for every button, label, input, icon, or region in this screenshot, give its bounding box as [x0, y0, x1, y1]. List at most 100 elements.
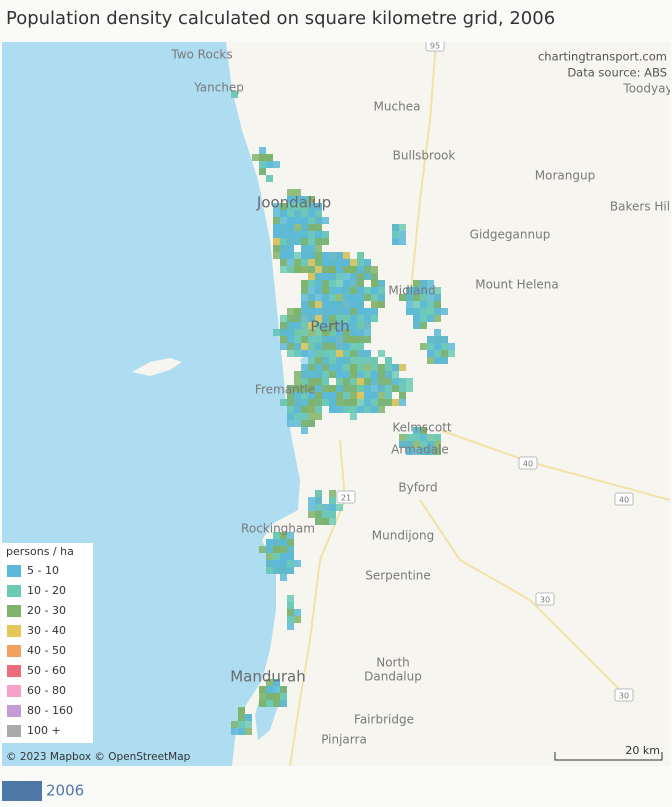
- cell: [273, 567, 280, 574]
- cell: [287, 308, 294, 315]
- cell: [427, 357, 434, 364]
- cell: [238, 728, 245, 735]
- cell: [329, 518, 336, 525]
- cell: [392, 399, 399, 406]
- cell: [336, 273, 343, 280]
- cell: [294, 266, 301, 273]
- map[interactable]: Two Rocks Yanchep Muchea Toodyay Bullsbrook M…: [2, 39, 672, 766]
- cell: [308, 413, 315, 420]
- cell: [420, 301, 427, 308]
- cell: [294, 336, 301, 343]
- cell: [301, 329, 308, 336]
- cell: [357, 308, 364, 315]
- cell: [371, 315, 378, 322]
- cell: [427, 434, 434, 441]
- cell: [441, 343, 448, 350]
- cell: [259, 168, 266, 175]
- cell: [329, 350, 336, 357]
- cell: [287, 350, 294, 357]
- cell: [308, 504, 315, 511]
- year-label[interactable]: 2006: [46, 782, 84, 800]
- cell: [371, 308, 378, 315]
- year-tab[interactable]: 2006: [2, 781, 84, 801]
- cell: [350, 392, 357, 399]
- cell: [301, 392, 308, 399]
- cell: [322, 280, 329, 287]
- cell: [427, 287, 434, 294]
- cell: [364, 322, 371, 329]
- cell: [357, 322, 364, 329]
- cell: [441, 336, 448, 343]
- cell: [357, 266, 364, 273]
- cell: [287, 217, 294, 224]
- cell: [301, 266, 308, 273]
- cell: [343, 385, 350, 392]
- legend-swatch: [7, 685, 21, 697]
- cell: [329, 497, 336, 504]
- cell: [378, 399, 385, 406]
- cell: [259, 546, 266, 553]
- cell: [413, 308, 420, 315]
- legend-label: 10 - 20: [27, 584, 66, 597]
- cell: [399, 392, 406, 399]
- cell: [280, 231, 287, 238]
- cell: [364, 385, 371, 392]
- cell: [315, 245, 322, 252]
- cell: [357, 406, 364, 413]
- cell: [343, 343, 350, 350]
- legend-swatch: [7, 625, 21, 637]
- cell: [322, 217, 329, 224]
- cell: [315, 294, 322, 301]
- cell: [280, 203, 287, 210]
- place-label: Toodyay: [622, 82, 672, 96]
- cell: [385, 378, 392, 385]
- cell: [294, 259, 301, 266]
- cell: [294, 371, 301, 378]
- credit: Data source: ABS: [567, 66, 667, 80]
- cell: [287, 553, 294, 560]
- cell: [336, 350, 343, 357]
- cell: [294, 224, 301, 231]
- cell: [294, 217, 301, 224]
- cell: [413, 280, 420, 287]
- cell: [336, 308, 343, 315]
- cell: [322, 511, 329, 518]
- cell: [399, 238, 406, 245]
- cell: [301, 371, 308, 378]
- cell: [357, 280, 364, 287]
- cell: [273, 686, 280, 693]
- cell: [413, 294, 420, 301]
- cell: [406, 441, 413, 448]
- cell: [294, 315, 301, 322]
- cell: [371, 406, 378, 413]
- cell: [273, 700, 280, 707]
- cell: [329, 259, 336, 266]
- legend-label: 20 - 30: [27, 604, 66, 617]
- cell: [329, 252, 336, 259]
- cell: [371, 357, 378, 364]
- cell: [308, 287, 315, 294]
- cell: [343, 252, 350, 259]
- cell: [343, 322, 350, 329]
- cell: [273, 161, 280, 168]
- cell: [315, 217, 322, 224]
- cell: [280, 567, 287, 574]
- cell: [385, 385, 392, 392]
- place-label: Bakers Hil: [610, 200, 670, 214]
- cell: [343, 266, 350, 273]
- place-label: Mundijong: [372, 529, 434, 543]
- cell: [259, 700, 266, 707]
- cell: [287, 399, 294, 406]
- cell: [343, 357, 350, 364]
- cell: [420, 308, 427, 315]
- cell: [315, 308, 322, 315]
- year-swatch[interactable]: [2, 781, 42, 801]
- cell: [315, 518, 322, 525]
- cell: [308, 364, 315, 371]
- cell: [336, 259, 343, 266]
- cell: [294, 385, 301, 392]
- cell: [280, 245, 287, 252]
- cell: [287, 595, 294, 602]
- cell: [280, 700, 287, 707]
- cell: [308, 392, 315, 399]
